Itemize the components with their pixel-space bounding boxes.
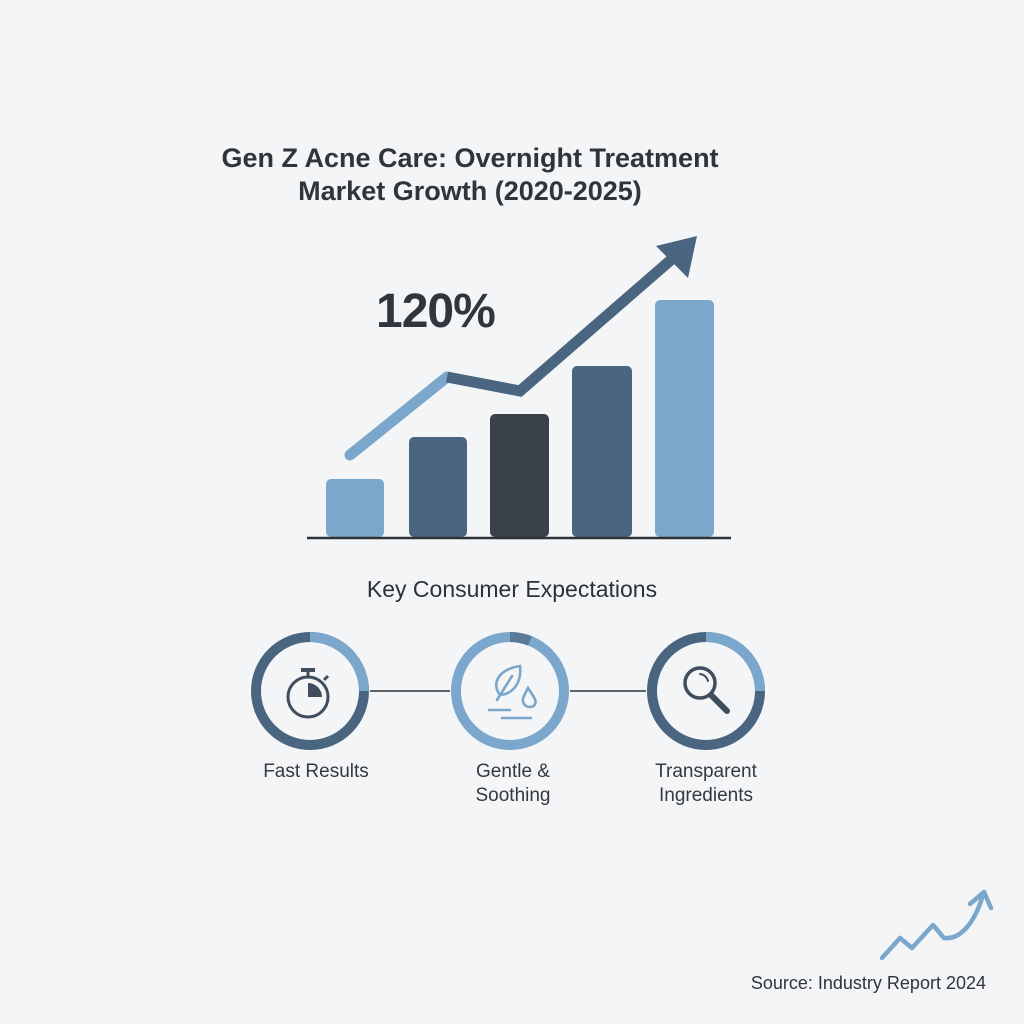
bar-2 [409,437,467,537]
magnifying-glass-icon [683,666,730,714]
feature-label-fast-results: Fast Results [236,760,396,784]
feature-label-transparent-ingredients: Transparent Ingredients [626,760,786,808]
feature-label-gentle-soothing: Gentle & Soothing [433,760,593,808]
bar-3 [490,414,549,537]
bar-4 [572,366,632,537]
chart-title-line2: Market Growth (2020-2025) [298,176,642,206]
feature-label-line1: Gentle & [476,761,550,782]
feature-circle-gentle-soothing [451,632,569,750]
feature-label-line2: Soothing [475,785,551,806]
bar-5 [655,300,714,537]
trend-up-arrow-icon [879,889,994,961]
feature-label-line1: Transparent [655,761,757,782]
section-title: Key Consumer Expectations [366,576,658,602]
leaf-water-drop-icon [487,664,537,720]
trend-arrow-icon [344,236,697,461]
source-citation: Source: Industry Report 2024 [750,973,986,993]
feature-circle-transparent-ingredients [647,632,765,750]
bars [326,300,714,537]
chart-title-line1: Gen Z Acne Care: Overnight Treatment [221,143,719,173]
chart-title: Gen Z Acne Care: Overnight Treatment Mar… [0,142,940,208]
feature-circle-fast-results [251,632,369,750]
growth-highlight-value: 120% [376,285,496,338]
feature-label-line1: Fast Results [263,761,369,782]
feature-label-line2: Ingredients [658,785,753,806]
bar-1 [326,479,384,537]
stopwatch-icon [286,668,330,719]
